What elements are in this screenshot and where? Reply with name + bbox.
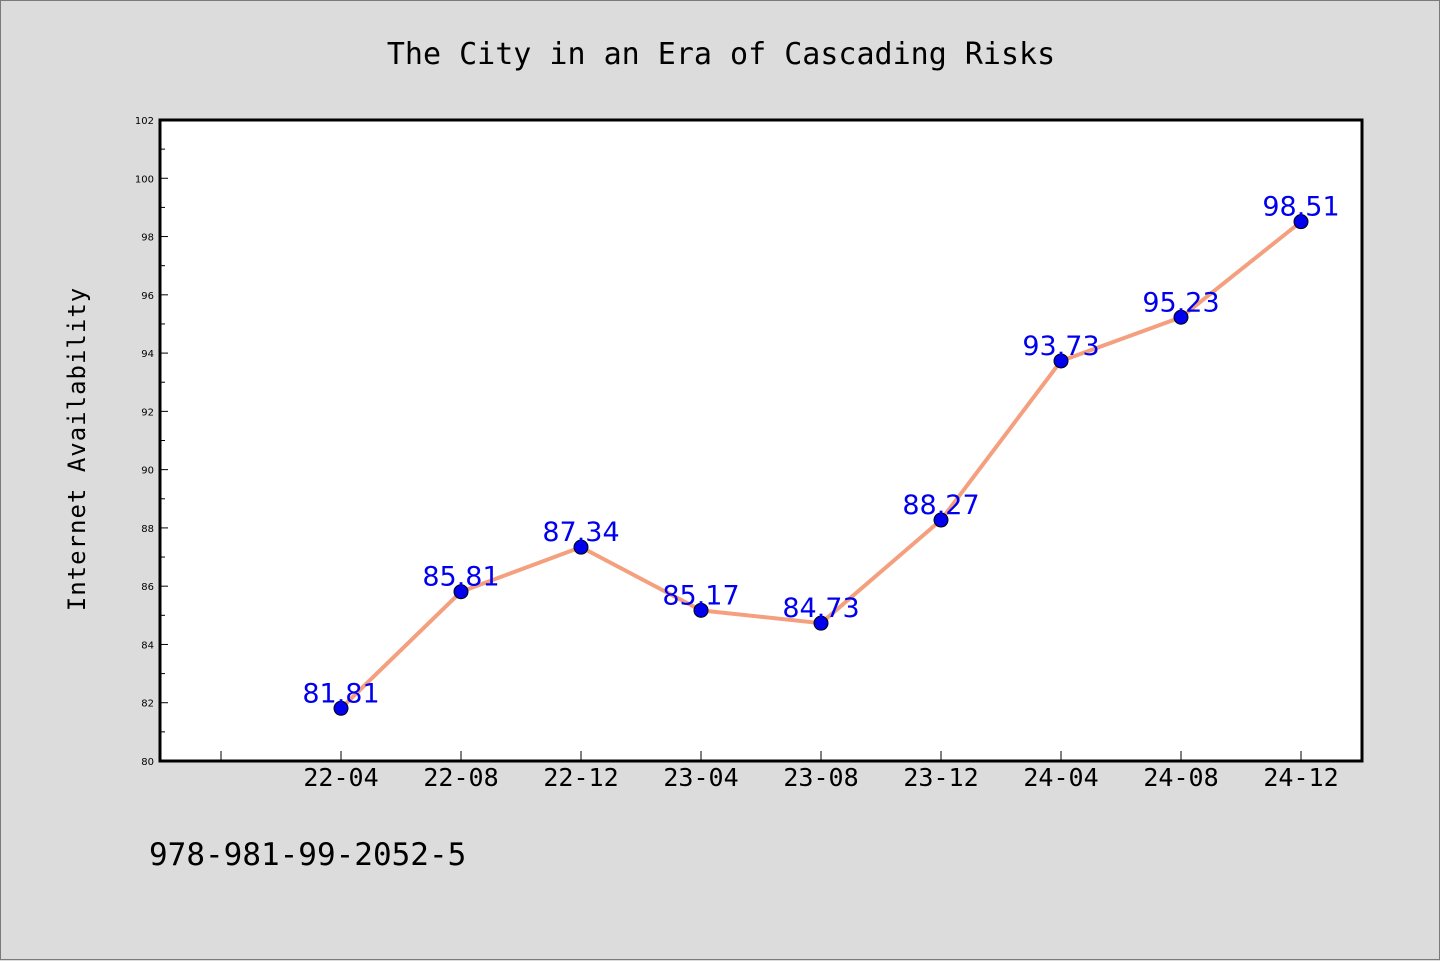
data-label: 87.34 (542, 517, 619, 548)
y-tick-label: 102 (135, 116, 154, 127)
y-tick-label: 92 (141, 407, 154, 418)
y-tick-label: 96 (141, 291, 154, 302)
y-tick-label: 82 (141, 699, 154, 710)
x-tick-label: 23-04 (663, 763, 738, 792)
data-point (573, 539, 589, 555)
data-point (813, 615, 829, 631)
data-label: 81.81 (302, 678, 379, 709)
data-point (1293, 214, 1309, 230)
y-tick-label: 100 (135, 174, 154, 185)
x-tick-label: 22-08 (423, 763, 498, 792)
y-tick-label: 98 (141, 233, 154, 244)
y-axis: 80 82 84 86 88 90 92 94 96 98 100 102 (135, 116, 168, 768)
data-point (453, 584, 469, 600)
y-axis-label: Internet Availability (63, 287, 91, 611)
data-label: 85.17 (662, 580, 739, 611)
x-axis: 22-04 22-08 22-12 23-04 23-08 23-12 24-04 24-08… (220, 751, 1339, 792)
x-tick-label: 23-12 (903, 763, 978, 792)
plot-area (160, 120, 1362, 761)
chart-title: The City in an Era of Cascading Risks (387, 37, 1055, 72)
x-tick-label: 22-04 (303, 763, 378, 792)
data-label: 88.27 (902, 490, 979, 521)
x-tick-label: 24-08 (1143, 763, 1218, 792)
x-tick-label: 24-12 (1263, 763, 1338, 792)
y-tick-label: 94 (141, 349, 154, 360)
y-tick-label: 84 (141, 640, 154, 651)
data-point (1173, 309, 1189, 325)
data-point (1053, 353, 1069, 369)
y-tick-label: 86 (141, 582, 154, 593)
x-tick-label: 23-08 (783, 763, 858, 792)
series-layer: 81.81 85.81 87.34 85.17 84.73 88.27 93.73 95.23… (302, 192, 1340, 716)
data-label: 98.51 (1262, 192, 1339, 223)
data-point (333, 700, 349, 716)
data-label: 95.23 (1142, 287, 1219, 318)
x-tick-label: 24-04 (1023, 763, 1098, 792)
x-tick-label: 22-12 (543, 763, 618, 792)
data-label: 85.81 (422, 562, 499, 593)
y-tick-label: 88 (141, 524, 154, 535)
data-point (933, 512, 949, 528)
y-tick-label: 90 (141, 466, 154, 477)
data-point (693, 602, 709, 618)
y-tick-label: 80 (141, 757, 154, 768)
plot-border (158, 118, 1364, 763)
data-label: 93.73 (1022, 331, 1099, 362)
footer-isbn: 978-981-99-2052-5 (149, 837, 466, 873)
data-label: 84.73 (782, 593, 859, 624)
